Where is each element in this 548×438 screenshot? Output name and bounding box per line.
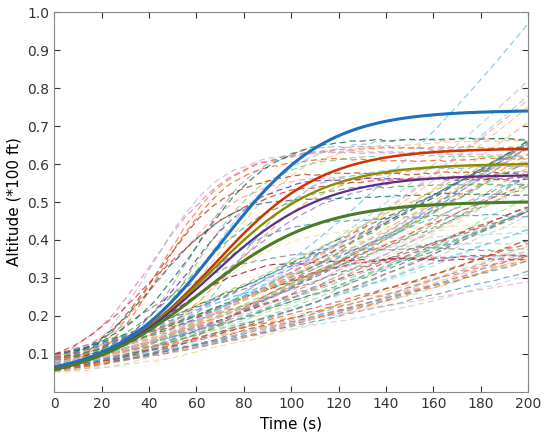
X-axis label: Time (s): Time (s) — [260, 416, 322, 431]
Y-axis label: Altitude (*100 ft): Altitude (*100 ft) — [7, 138, 22, 266]
